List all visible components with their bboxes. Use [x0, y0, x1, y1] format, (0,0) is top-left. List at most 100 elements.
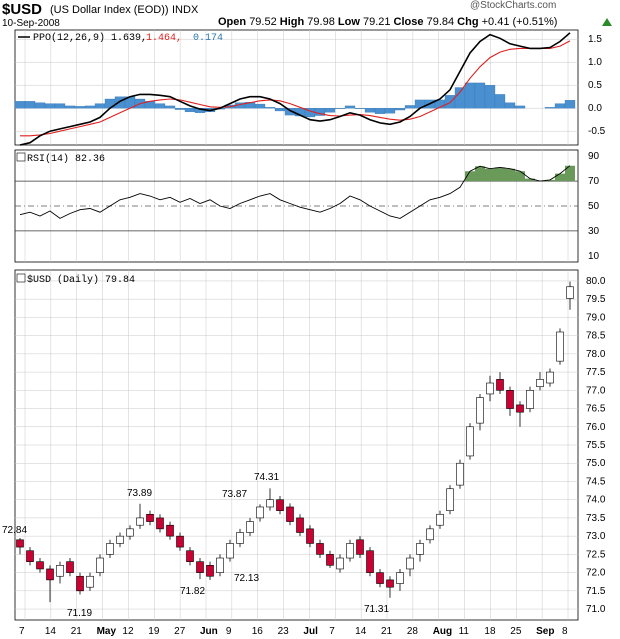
candle-body	[146, 513, 154, 522]
candle-body	[36, 561, 44, 570]
price-annotation: 73.87	[222, 489, 247, 500]
x-tick-label: 23	[278, 626, 290, 637]
candle-body	[106, 543, 114, 555]
candle-body	[76, 575, 84, 592]
ppo-hist-bar	[364, 108, 376, 113]
candle-body	[536, 379, 544, 387]
candle-body	[86, 575, 94, 588]
x-tick-label: Sep	[536, 626, 554, 637]
low-label: Low	[337, 16, 360, 28]
ppo-hist-bar	[504, 102, 516, 109]
rsi-ytick-label: 10	[588, 251, 600, 262]
ppo-hist-bar	[154, 103, 166, 109]
open-label: Open	[218, 16, 247, 28]
ppo-hist-bar	[384, 108, 396, 114]
price-ytick-label: 78.0	[586, 349, 606, 360]
ppo-hist-bar	[34, 102, 46, 109]
ppo-hist-bar	[174, 108, 186, 110]
candle-body	[196, 561, 204, 573]
ppo-legend-label: PPO(12,26,9) 1.639,	[33, 32, 147, 44]
price-ytick-label: 73.5	[586, 513, 606, 524]
x-tick-label: 16	[252, 626, 264, 637]
candle-body	[16, 539, 24, 548]
x-tick-label: 14	[355, 626, 367, 637]
close-value: 79.84	[426, 16, 455, 28]
candle-body	[176, 535, 184, 548]
x-tick-label: May	[97, 626, 117, 637]
price-annotation: 72.84	[2, 525, 27, 536]
rsi-legend-label: RSI(14) 82.36	[27, 153, 105, 165]
ppo-hist-bar	[254, 103, 266, 109]
chg-label: Chg	[457, 16, 479, 28]
x-tick-label: 11	[459, 626, 470, 637]
x-tick-label: 21	[381, 626, 393, 637]
high-value: 79.98	[307, 16, 335, 28]
x-tick-label: 19	[148, 626, 160, 637]
ppo-hist-bar	[84, 105, 96, 109]
ppo-ytick-label: 1.0	[588, 57, 602, 68]
candle-body	[116, 535, 124, 544]
candle-body	[406, 557, 414, 570]
price-ytick-label: 74.0	[586, 495, 606, 506]
price-ytick-label: 71.0	[586, 604, 606, 615]
candle-body	[246, 521, 254, 533]
price-ytick-label: 76.0	[586, 422, 606, 433]
price-ytick-label: 76.5	[586, 404, 606, 415]
candle-body	[276, 499, 284, 511]
ppo-hist-bar	[454, 87, 466, 109]
x-tick-label: 8	[562, 626, 568, 637]
price-ytick-label: 78.5	[586, 331, 606, 342]
rsi-overbought-fill	[465, 165, 575, 182]
candle-body	[216, 557, 224, 573]
ppo-hist-bar	[344, 105, 356, 109]
up-arrow-icon	[602, 18, 612, 26]
symbol: $USD	[2, 1, 43, 18]
open-value: 79.52	[249, 16, 277, 28]
x-tick-label: 7	[19, 626, 25, 637]
ppo-hist-bar	[404, 105, 416, 109]
ppo-ytick-label: -0.5	[588, 126, 606, 137]
ppo-hist-bar	[104, 98, 116, 109]
x-tick-label: 12	[122, 626, 134, 637]
ppo-hist-bar	[494, 94, 506, 109]
price-annotation: 71.31	[364, 604, 389, 615]
candle-body	[206, 565, 214, 577]
price-annotation: 71.19	[67, 608, 92, 619]
price-ytick-label: 72.5	[586, 549, 606, 560]
x-tick-label: Aug	[433, 626, 452, 637]
candle-body	[56, 565, 64, 577]
chart-date: 10-Sep-2008	[2, 18, 60, 29]
price-annotation: 71.82	[180, 586, 205, 597]
candle-body	[26, 550, 34, 562]
price-ytick-label: 73.0	[586, 531, 606, 542]
ppo-hist-bar	[484, 85, 496, 109]
candle-body	[236, 532, 244, 544]
candle-body	[446, 488, 454, 511]
ppo-hist-bar	[444, 95, 456, 109]
x-tick-label: 18	[484, 626, 496, 637]
candle-body	[46, 568, 54, 581]
symbol-name: (US Dollar Index (EOD))	[50, 4, 169, 16]
ppo-hist-bar	[564, 100, 576, 109]
candle-body	[386, 579, 394, 588]
ppo-hist-bar	[74, 106, 86, 109]
candle-body	[166, 524, 174, 537]
ppo-hist-bar	[274, 108, 286, 112]
ppo-hist-bar	[114, 96, 126, 109]
candle-body	[316, 543, 324, 555]
rsi-ytick-label: 30	[588, 226, 600, 237]
candle-body	[506, 390, 514, 409]
quote-bar: Open 79.52 High 79.98 Low 79.21 Close 79…	[218, 16, 557, 28]
ppo-ytick-label: 0.0	[588, 103, 602, 114]
ppo-line	[19, 32, 571, 146]
ppo-hist-bar	[64, 105, 76, 109]
candle-body	[566, 286, 574, 299]
ppo-hist-bar	[554, 103, 566, 109]
price-ytick-label: 77.5	[586, 367, 606, 378]
candle-body	[476, 397, 484, 424]
candle-body	[266, 499, 274, 508]
exchange: INDX	[172, 4, 199, 16]
ppo-hist-bar	[164, 105, 176, 109]
ppo-hist-bar	[94, 103, 106, 109]
candle-body	[556, 331, 564, 362]
